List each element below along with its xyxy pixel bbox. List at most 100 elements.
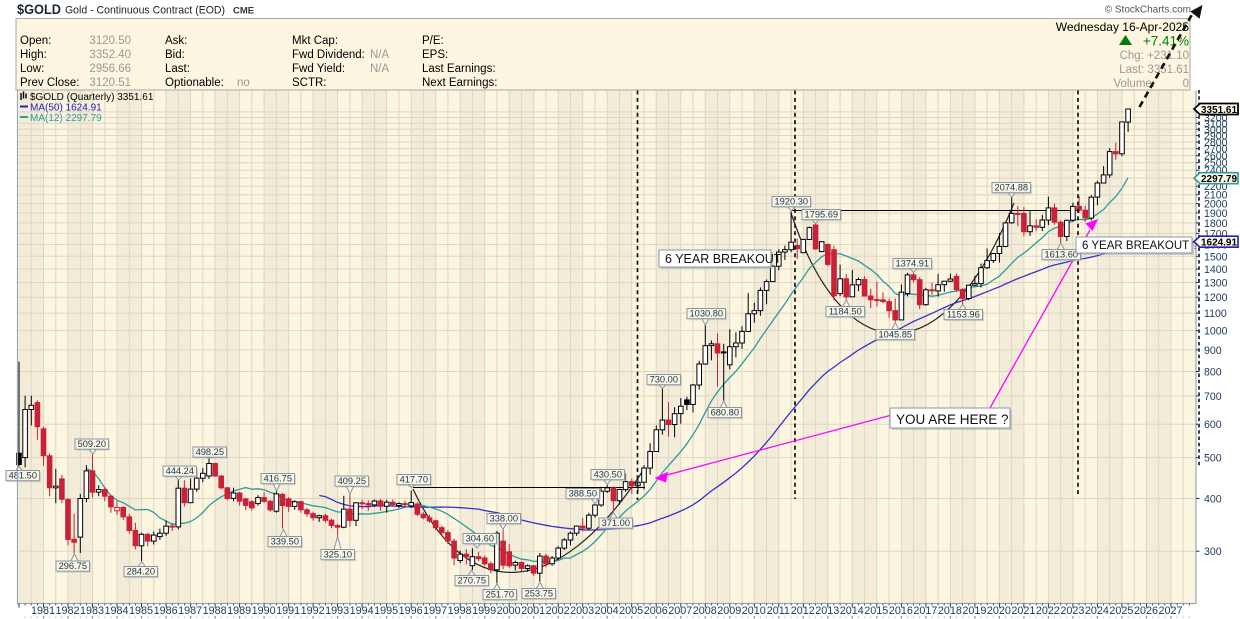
svg-text:1987: 1987 — [178, 605, 202, 617]
svg-text:1984: 1984 — [104, 605, 128, 617]
svg-text:2013: 2013 — [815, 605, 839, 617]
svg-text:1030.80: 1030.80 — [689, 309, 723, 319]
svg-text:Mkt Cap:: Mkt Cap: — [292, 35, 338, 47]
svg-text:1997: 1997 — [423, 605, 447, 617]
svg-text:1184.50: 1184.50 — [829, 307, 862, 317]
svg-text:1991: 1991 — [276, 605, 300, 617]
svg-text:1900: 1900 — [1204, 208, 1228, 220]
svg-text:2018: 2018 — [938, 605, 962, 617]
svg-text:509.20: 509.20 — [78, 439, 106, 449]
svg-text:251.70: 251.70 — [486, 590, 514, 600]
svg-text:2012: 2012 — [791, 605, 815, 617]
svg-text:© StockCharts.com: © StockCharts.com — [1105, 5, 1191, 16]
svg-text:1800: 1800 — [1204, 218, 1228, 230]
svg-text:500: 500 — [1204, 453, 1222, 465]
svg-text:Next Earnings:: Next Earnings: — [422, 77, 497, 89]
svg-text:3120.50: 3120.50 — [89, 35, 131, 47]
svg-text:2020: 2020 — [987, 605, 1011, 617]
svg-text:2016: 2016 — [889, 605, 913, 617]
svg-text:$GOLD: $GOLD — [17, 2, 61, 17]
svg-text:1920.30: 1920.30 — [774, 197, 808, 207]
svg-text:Volume:: Volume: — [1113, 78, 1155, 90]
svg-text:680.80: 680.80 — [711, 408, 739, 418]
svg-text:481.50: 481.50 — [9, 471, 37, 481]
svg-text:2006: 2006 — [644, 605, 668, 617]
svg-text:1982: 1982 — [55, 605, 79, 617]
svg-text:2297.79: 2297.79 — [1201, 173, 1237, 185]
svg-text:2021: 2021 — [1011, 605, 1035, 617]
svg-text:Ask:: Ask: — [165, 35, 187, 47]
svg-text:Prev Close:: Prev Close: — [20, 77, 79, 89]
svg-text:1985: 1985 — [129, 605, 153, 617]
svg-text:no: no — [237, 77, 250, 89]
svg-text:2100: 2100 — [1204, 190, 1228, 202]
svg-text:2026: 2026 — [1134, 605, 1158, 617]
svg-text:400: 400 — [1204, 494, 1222, 506]
svg-text:2600: 2600 — [1204, 151, 1228, 163]
svg-text:2010: 2010 — [742, 605, 766, 617]
svg-text:1400: 1400 — [1204, 264, 1228, 276]
svg-text:1994: 1994 — [350, 605, 374, 617]
svg-text:2001: 2001 — [521, 605, 545, 617]
svg-text:2011: 2011 — [767, 605, 790, 617]
svg-text:2000: 2000 — [1204, 199, 1228, 211]
svg-text:1045.85: 1045.85 — [878, 330, 912, 340]
svg-text:2009: 2009 — [717, 605, 741, 617]
svg-text:371.00: 371.00 — [602, 518, 630, 528]
svg-text:2074.88: 2074.88 — [994, 183, 1028, 193]
svg-text:1374.91: 1374.91 — [895, 259, 929, 269]
svg-text:730.00: 730.00 — [650, 375, 678, 385]
svg-text:6 YEAR BREAKOUT ?: 6 YEAR BREAKOUT ? — [1082, 240, 1199, 252]
svg-text:SCTR:: SCTR: — [292, 77, 327, 89]
svg-text:388.50: 388.50 — [569, 489, 597, 499]
svg-text:Gold - Continuous Contract (EO: Gold - Continuous Contract (EOD) — [65, 5, 225, 17]
svg-text:+7.41%: +7.41% — [1143, 34, 1189, 49]
svg-text:444.24: 444.24 — [166, 466, 194, 476]
svg-text:1998: 1998 — [448, 605, 472, 617]
svg-text:2022: 2022 — [1036, 605, 1060, 617]
svg-text:3200: 3200 — [1204, 113, 1228, 125]
svg-text:3000: 3000 — [1204, 124, 1228, 136]
svg-text:300: 300 — [1204, 546, 1222, 558]
svg-text:1986: 1986 — [154, 605, 178, 617]
svg-text:2956.66: 2956.66 — [89, 63, 131, 75]
svg-text:1981: 1981 — [31, 605, 55, 617]
svg-text:409.25: 409.25 — [338, 476, 366, 486]
svg-text:2015: 2015 — [864, 605, 888, 617]
svg-text:2003: 2003 — [570, 605, 594, 617]
svg-text:N/A: N/A — [370, 49, 390, 61]
svg-text:2007: 2007 — [668, 605, 692, 617]
svg-text:CME: CME — [233, 6, 254, 17]
svg-text:Fwd Dividend:: Fwd Dividend: — [292, 49, 365, 61]
svg-text:1999: 1999 — [472, 605, 496, 617]
svg-text:1153.96: 1153.96 — [947, 310, 980, 320]
svg-text:MA(50) 1624.91: MA(50) 1624.91 — [30, 103, 102, 114]
svg-text:2025: 2025 — [1109, 605, 1133, 617]
svg-text:Last: 3351.61: Last: 3351.61 — [1119, 64, 1189, 76]
svg-text:253.75: 253.75 — [525, 589, 553, 599]
svg-text:YOU ARE HERE ?: YOU ARE HERE ? — [896, 412, 1009, 427]
svg-text:2000: 2000 — [497, 605, 521, 617]
svg-text:304.60: 304.60 — [466, 534, 494, 544]
svg-text:MA(12) 2297.79: MA(12) 2297.79 — [30, 113, 102, 124]
svg-text:1300: 1300 — [1204, 278, 1228, 290]
svg-text:Fwd Yield:: Fwd Yield: — [292, 63, 345, 75]
svg-text:417.70: 417.70 — [400, 475, 428, 485]
svg-text:416.75: 416.75 — [264, 474, 292, 484]
svg-text:0: 0 — [1183, 78, 1189, 90]
svg-text:N/A: N/A — [370, 63, 390, 75]
svg-text:284.20: 284.20 — [127, 567, 155, 577]
svg-text:2019: 2019 — [962, 605, 986, 617]
svg-text:1995: 1995 — [374, 605, 398, 617]
svg-text:2800: 2800 — [1204, 137, 1228, 149]
svg-text:1624.91: 1624.91 — [1201, 237, 1237, 249]
svg-text:270.75: 270.75 — [458, 576, 486, 586]
svg-text:Last:: Last: — [165, 63, 190, 75]
svg-text:Low:: Low: — [20, 63, 44, 75]
svg-text:3100: 3100 — [1204, 118, 1228, 130]
svg-text:Optionable:: Optionable: — [165, 77, 224, 89]
svg-text:3352.40: 3352.40 — [89, 49, 131, 61]
svg-text:2002: 2002 — [546, 605, 570, 617]
svg-text:2027: 2027 — [1158, 605, 1182, 617]
svg-text:498.25: 498.25 — [196, 447, 224, 457]
